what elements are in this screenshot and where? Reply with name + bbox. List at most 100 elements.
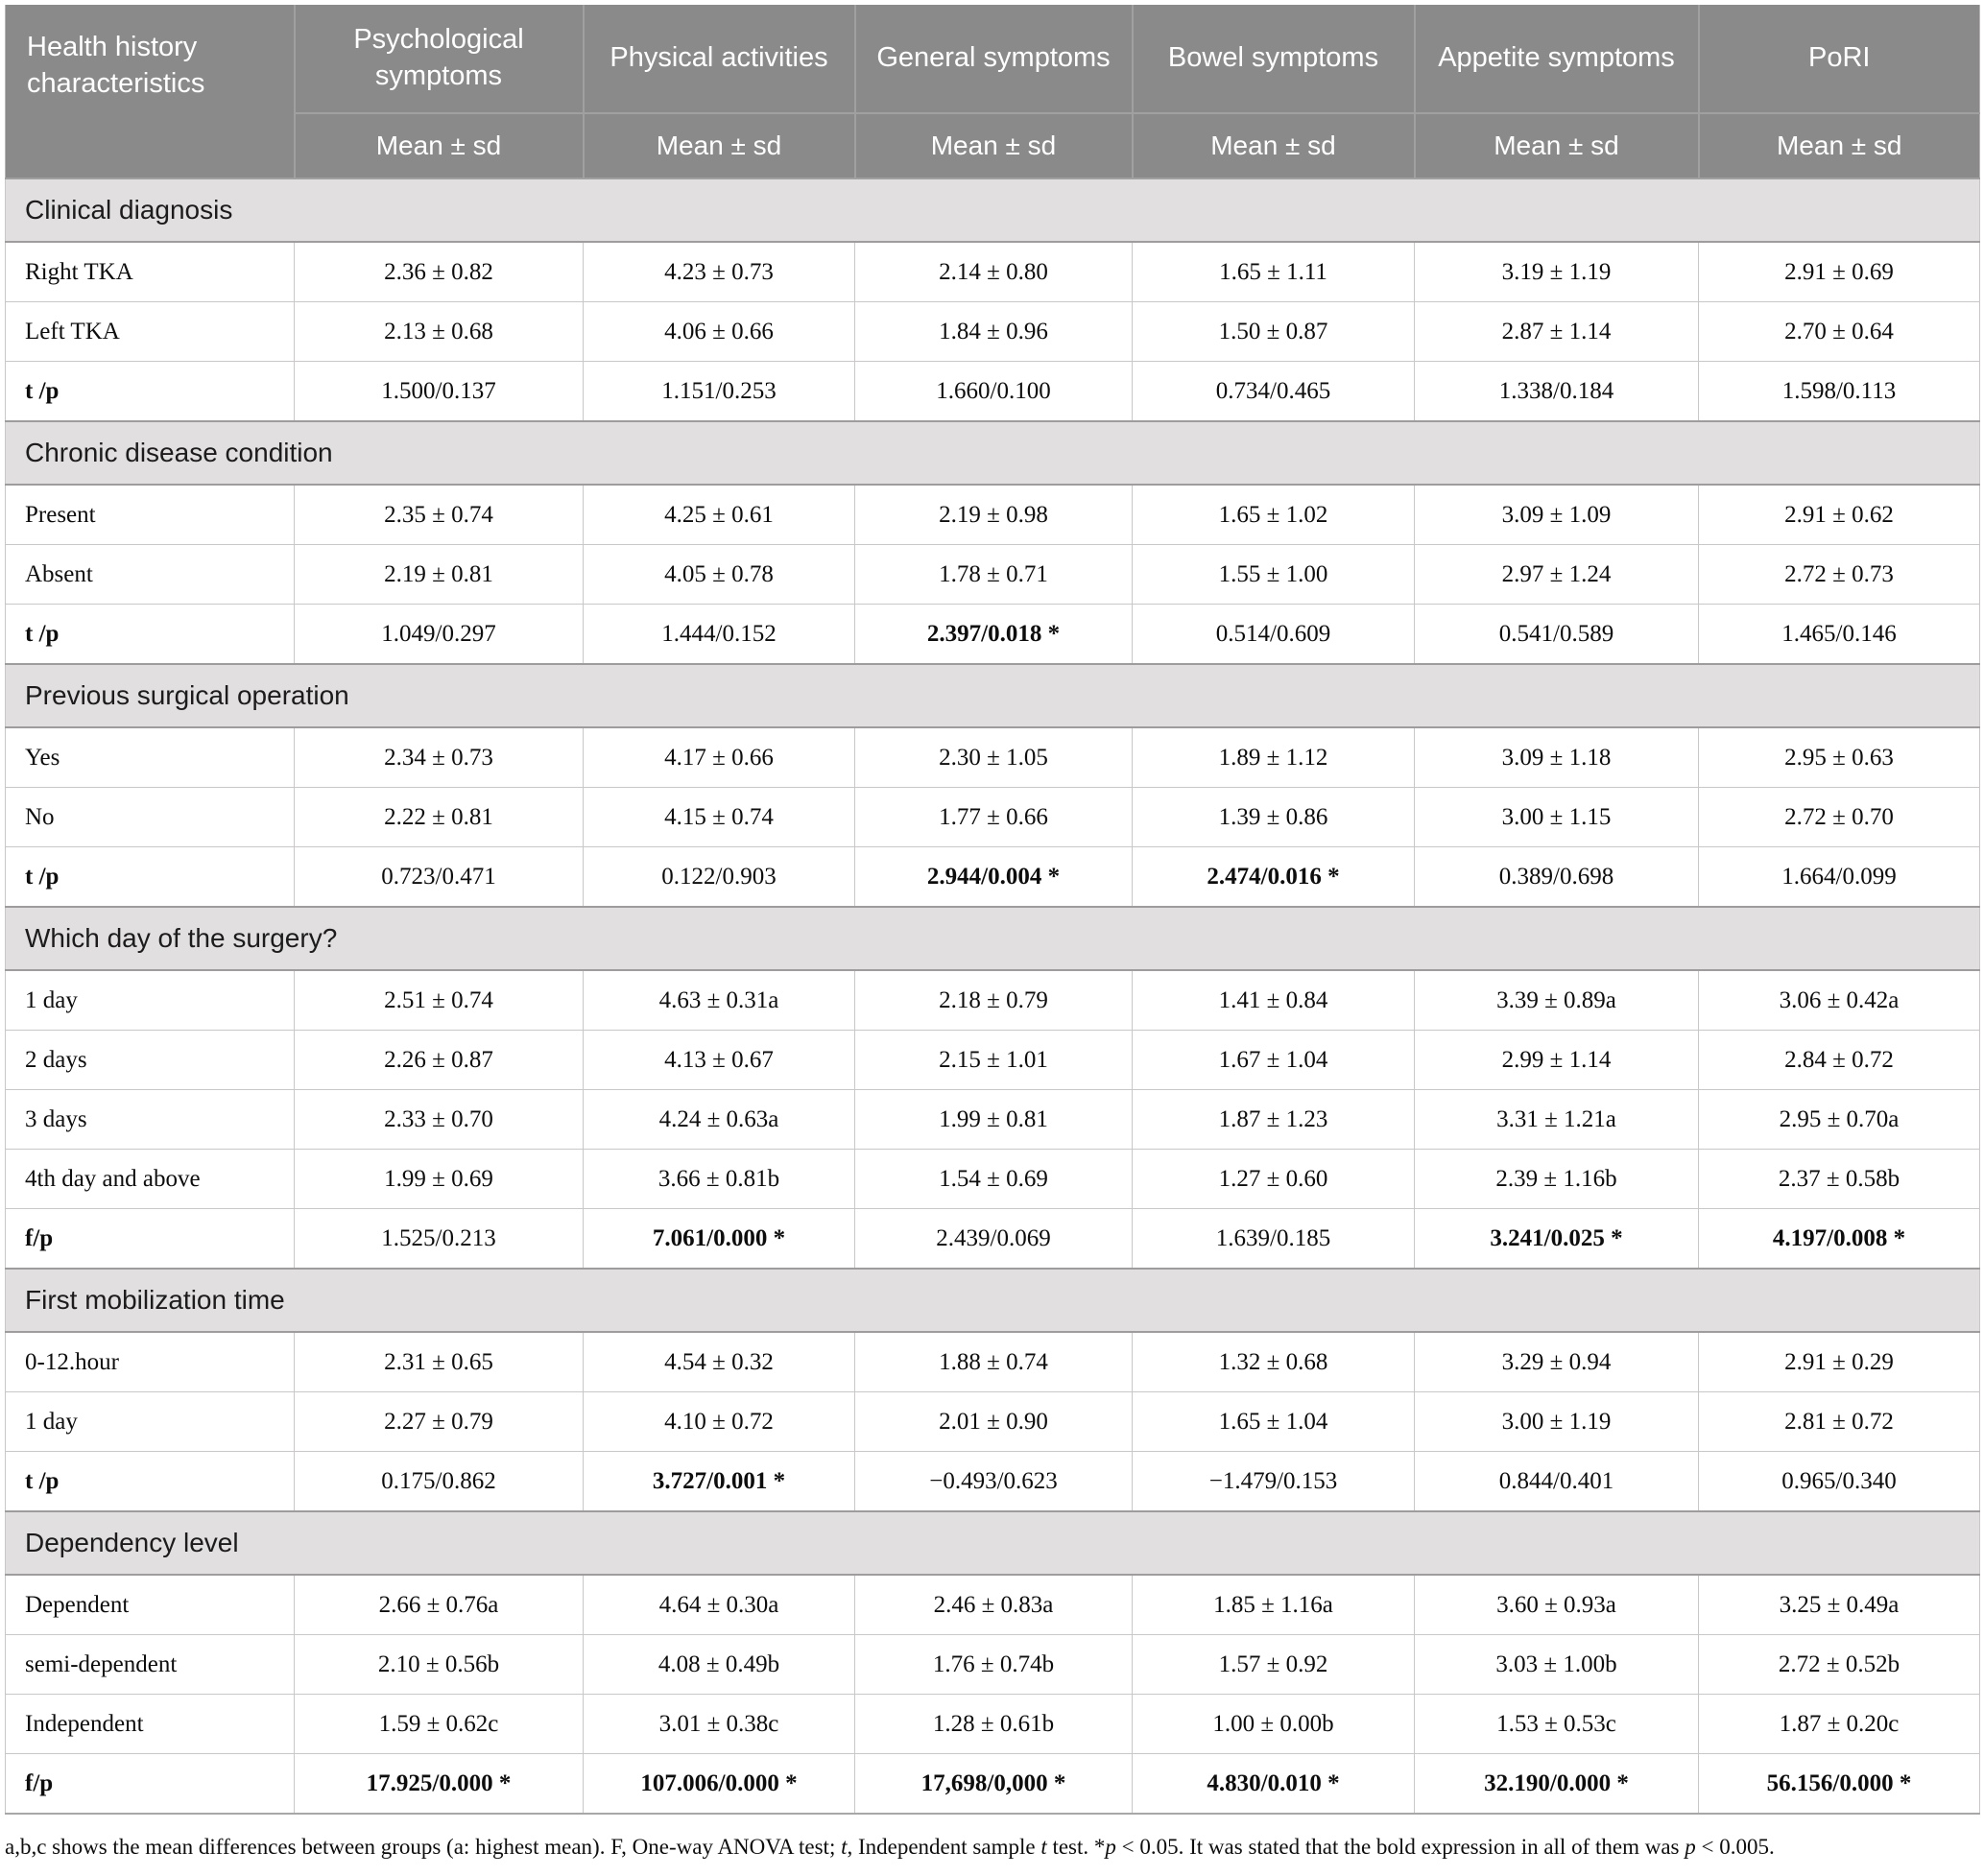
table-row: No 2.22 ± 0.81 4.15 ± 0.74 1.77 ± 0.66 1.39 … <box>5 787 1980 847</box>
row-label: 2 days <box>5 1030 295 1090</box>
cell: 2.19 ± 0.98 <box>854 484 1133 545</box>
cell: 1.65 ± 1.11 <box>1132 241 1415 302</box>
cell: 0.122/0.903 <box>583 846 855 908</box>
table-row: Independent 1.59 ± 0.62c 3.01 ± 0.38c 1.28 … <box>5 1694 1980 1754</box>
cell: 2.99 ± 1.14 <box>1414 1030 1699 1090</box>
section-title: First mobilization time <box>5 1268 1980 1333</box>
cell: 3.09 ± 1.18 <box>1414 726 1699 788</box>
cell: 0.175/0.862 <box>294 1451 584 1512</box>
cell: 2.37 ± 0.58b <box>1698 1149 1980 1209</box>
cell: 3.09 ± 1.09 <box>1414 484 1699 545</box>
section-row: Previous surgical operation <box>5 663 1980 728</box>
cell: 1.39 ± 0.86 <box>1132 787 1415 847</box>
cell: 1.00 ± 0.00b <box>1132 1694 1415 1754</box>
table-row: t /p 1.049/0.297 1.444/0.152 2.397/0.018 * 0… <box>5 604 1980 665</box>
subheader-mean-sd: Mean ± sd <box>853 112 1134 179</box>
cell: −1.479/0.153 <box>1132 1451 1415 1512</box>
table-row: Left TKA 2.13 ± 0.68 4.06 ± 0.66 1.84 ± 0.9… <box>5 301 1980 362</box>
cell: 3.00 ± 1.15 <box>1414 787 1699 847</box>
cell: 4.25 ± 0.61 <box>583 484 855 545</box>
cell: 2.87 ± 1.14 <box>1414 301 1699 362</box>
cell: 3.00 ± 1.19 <box>1414 1391 1699 1452</box>
cell: 2.01 ± 0.90 <box>854 1391 1133 1452</box>
row-label: Independent <box>5 1694 295 1754</box>
cell: 2.19 ± 0.81 <box>294 544 584 605</box>
cell: 17.925/0.000 * <box>294 1753 584 1815</box>
cell: 2.51 ± 0.74 <box>294 969 584 1031</box>
row-label: 3 days <box>5 1089 295 1150</box>
cell: 4.63 ± 0.31a <box>583 969 855 1031</box>
section-title: Previous surgical operation <box>5 663 1980 728</box>
cell: 2.97 ± 1.24 <box>1414 544 1699 605</box>
table-row: 1 day 2.51 ± 0.74 4.63 ± 0.31a 2.18 ± 0.79 1… <box>5 969 1980 1031</box>
table-header: Health history characteristics Psycholog… <box>5 5 1980 179</box>
header-cell-general: General symptoms <box>853 5 1134 114</box>
cell: 1.84 ± 0.96 <box>854 301 1133 362</box>
stats-table: Health history characteristics Psycholog… <box>5 5 1980 1815</box>
table-row: 4th day and above 1.99 ± 0.69 3.66 ± 0.81b… <box>5 1149 1980 1209</box>
cell: 4.13 ± 0.67 <box>583 1030 855 1090</box>
section-title: Which day of the surgery? <box>5 906 1980 971</box>
cell: 107.006/0.000 * <box>583 1753 855 1815</box>
table-row: 0-12.hour 2.31 ± 0.65 4.54 ± 0.32 1.88 ± 0.… <box>5 1331 1980 1392</box>
table-row: 3 days 2.33 ± 0.70 4.24 ± 0.63a 1.99 ± 0.81… <box>5 1089 1980 1150</box>
cell: 2.27 ± 0.79 <box>294 1391 584 1452</box>
cell: 3.06 ± 0.42a <box>1698 969 1980 1031</box>
header-cell-psychological: Psychological symptoms <box>293 5 585 114</box>
row-label: t /p <box>5 604 295 665</box>
cell: 2.46 ± 0.83a <box>854 1574 1133 1635</box>
cell: 1.99 ± 0.69 <box>294 1149 584 1209</box>
row-label: f/p <box>5 1753 295 1815</box>
cell: 1.28 ± 0.61b <box>854 1694 1133 1754</box>
cell: 2.439/0.069 <box>854 1208 1133 1270</box>
cell: 1.57 ± 0.92 <box>1132 1634 1415 1695</box>
table-body: Clinical diagnosis Right TKA 2.36 ± 0.82 4.… <box>5 178 1980 1815</box>
cell: 17,698/0,000 * <box>854 1753 1133 1815</box>
cell: 3.03 ± 1.00b <box>1414 1634 1699 1695</box>
cell: 1.664/0.099 <box>1698 846 1980 908</box>
row-label: f/p <box>5 1208 295 1270</box>
cell: 3.01 ± 0.38c <box>583 1694 855 1754</box>
cell: 1.78 ± 0.71 <box>854 544 1133 605</box>
cell: 1.65 ± 1.04 <box>1132 1391 1415 1452</box>
row-label: Present <box>5 484 295 545</box>
cell: 1.99 ± 0.81 <box>854 1089 1133 1150</box>
row-label: t /p <box>5 846 295 908</box>
cell: 1.598/0.113 <box>1698 361 1980 422</box>
cell: 2.72 ± 0.70 <box>1698 787 1980 847</box>
row-label: 0-12.hour <box>5 1331 295 1392</box>
header-cell-bowel: Bowel symptoms <box>1131 5 1416 114</box>
section-row: Clinical diagnosis <box>5 178 1980 243</box>
cell: 1.049/0.297 <box>294 604 584 665</box>
row-label: Left TKA <box>5 301 295 362</box>
cell: 1.55 ± 1.00 <box>1132 544 1415 605</box>
cell: 1.32 ± 0.68 <box>1132 1331 1415 1392</box>
cell: 1.87 ± 1.23 <box>1132 1089 1415 1150</box>
row-label: Absent <box>5 544 295 605</box>
cell: 0.541/0.589 <box>1414 604 1699 665</box>
cell: 0.514/0.609 <box>1132 604 1415 665</box>
cell: 4.05 ± 0.78 <box>583 544 855 605</box>
row-label: 1 day <box>5 1391 295 1452</box>
cell: 2.91 ± 0.62 <box>1698 484 1980 545</box>
table-row: 2 days 2.26 ± 0.87 4.13 ± 0.67 2.15 ± 1.01 1… <box>5 1030 1980 1090</box>
cell: 0.723/0.471 <box>294 846 584 908</box>
cell: 2.944/0.004 * <box>854 846 1133 908</box>
cell: 1.338/0.184 <box>1414 361 1699 422</box>
row-label: 1 day <box>5 969 295 1031</box>
header-cell-pori: PoRI <box>1697 5 1980 114</box>
cell: −0.493/0.623 <box>854 1451 1133 1512</box>
cell: 4.830/0.010 * <box>1132 1753 1415 1815</box>
cell: 2.36 ± 0.82 <box>294 241 584 302</box>
cell: 1.660/0.100 <box>854 361 1133 422</box>
cell: 4.15 ± 0.74 <box>583 787 855 847</box>
table-row: Dependent 2.66 ± 0.76a 4.64 ± 0.30a 2.46 ± … <box>5 1574 1980 1635</box>
cell: 2.72 ± 0.73 <box>1698 544 1980 605</box>
cell: 2.35 ± 0.74 <box>294 484 584 545</box>
cell: 3.31 ± 1.21a <box>1414 1089 1699 1150</box>
cell: 56.156/0.000 * <box>1698 1753 1980 1815</box>
cell: 2.91 ± 0.69 <box>1698 241 1980 302</box>
cell: 2.30 ± 1.05 <box>854 726 1133 788</box>
table-row: t /p 0.723/0.471 0.122/0.903 2.944/0.004 * 2… <box>5 846 1980 908</box>
